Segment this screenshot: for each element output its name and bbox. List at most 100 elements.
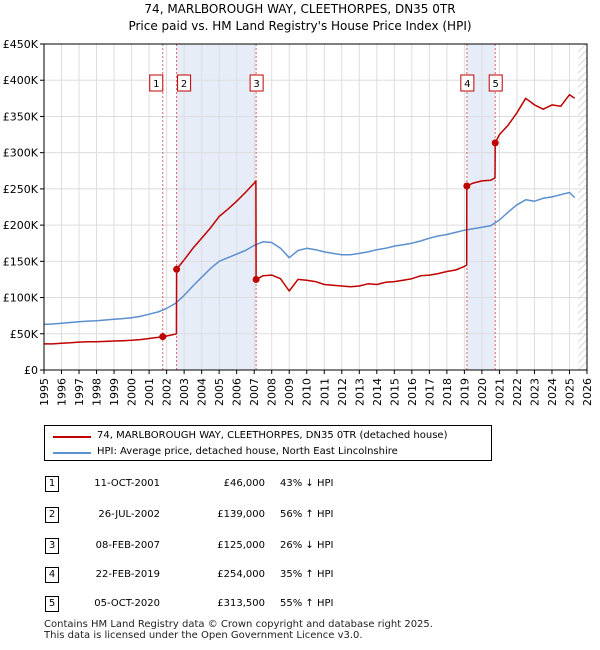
x-tick-label: 1998 <box>91 378 104 406</box>
x-tick-label: 2015 <box>388 378 401 406</box>
footer-license: This data is licensed under the Open Gov… <box>44 630 363 641</box>
sale-label: 4 <box>464 79 470 90</box>
transaction-date: 26-JUL-2002 <box>98 509 160 520</box>
x-tick-label: 2019 <box>458 378 471 406</box>
sale-label-border <box>149 74 164 92</box>
transaction-date: 08-FEB-2007 <box>95 540 160 551</box>
transaction-price: £313,500 <box>217 598 265 609</box>
transaction-hpi: 26% ↓ HPI <box>280 540 334 551</box>
x-tick-label: 2012 <box>336 378 349 406</box>
x-tick-label: 2020 <box>476 378 489 406</box>
x-tick-label: 2006 <box>231 378 244 406</box>
legend-price-swatch <box>53 436 91 438</box>
transaction-price: £254,000 <box>217 569 265 580</box>
y-tick-label: £400K <box>3 74 39 87</box>
transaction-price: £46,000 <box>223 478 265 489</box>
x-tick-label: 2010 <box>301 378 314 406</box>
transaction-hpi: 43% ↓ HPI <box>280 478 334 489</box>
y-tick-label: £200K <box>3 219 39 232</box>
table-row: 4 22-FEB-2019 £254,000 35% ↑ HPI <box>0 567 600 587</box>
sale-label-box: 5 <box>488 74 503 92</box>
sale-label-box: 3 <box>249 74 264 92</box>
chart-legend: 74, MARLBOROUGH WAY, CLEETHORPES, DN35 0… <box>44 425 492 461</box>
x-tick-label: 2017 <box>423 378 436 406</box>
sale-point <box>463 182 471 190</box>
sale-point <box>491 139 499 147</box>
transaction-number: 3 <box>45 538 59 554</box>
sale-label: 1 <box>153 79 159 90</box>
transaction-number: 5 <box>45 596 59 612</box>
x-tick-label: 2009 <box>283 378 296 406</box>
sale-point <box>252 275 260 283</box>
table-row: 5 05-OCT-2020 £313,500 55% ↑ HPI <box>0 596 600 616</box>
sale-label: 5 <box>493 79 499 90</box>
table-row: 1 11-OCT-2001 £46,000 43% ↓ HPI <box>0 476 600 496</box>
transaction-price: £139,000 <box>217 509 265 520</box>
y-tick-label: £150K <box>3 255 39 268</box>
transaction-hpi: 56% ↑ HPI <box>280 509 334 520</box>
transaction-hpi: 35% ↑ HPI <box>280 569 334 580</box>
sale-point <box>159 333 167 341</box>
table-row: 3 08-FEB-2007 £125,000 26% ↓ HPI <box>0 538 600 558</box>
x-tick-label: 2021 <box>493 378 506 406</box>
sale-label-box: 1 <box>149 74 164 92</box>
x-tick-label: 2025 <box>563 378 576 406</box>
chart-subtitle: Price paid vs. HM Land Registry's House … <box>128 19 472 33</box>
transaction-price: £125,000 <box>217 540 265 551</box>
x-tick-label: 2007 <box>248 378 261 406</box>
hpi-line <box>43 191 576 326</box>
x-tick-label: 2016 <box>406 378 419 406</box>
footer-copyright: Contains HM Land Registry data © Crown c… <box>44 619 433 630</box>
sale-label-box: 2 <box>177 74 192 92</box>
x-tick-label: 2008 <box>266 378 279 406</box>
table-row: 2 26-JUL-2002 £139,000 56% ↑ HPI <box>0 507 600 527</box>
sale-label-border <box>460 74 475 92</box>
sale-label: 3 <box>253 79 259 90</box>
x-tick-label: 1995 <box>38 378 51 406</box>
chart-title: 74, MARLBOROUGH WAY, CLEETHORPES, DN35 0… <box>144 2 456 16</box>
transaction-date: 11-OCT-2001 <box>94 478 160 489</box>
sale-label-border <box>249 74 264 92</box>
transaction-hpi: 55% ↑ HPI <box>280 598 334 609</box>
x-tick-label: 2000 <box>126 378 139 406</box>
y-tick-label: £100K <box>3 292 39 305</box>
shaded-period <box>466 44 496 370</box>
price-line <box>44 93 576 345</box>
x-tick-label: 2004 <box>196 378 209 406</box>
transaction-number: 4 <box>45 567 59 583</box>
y-tick-label: £250K <box>3 183 39 196</box>
y-tick-label: £300K <box>3 147 39 160</box>
y-tick-label: £450K <box>3 38 39 51</box>
y-tick-label: £50K <box>10 328 39 341</box>
y-tick-label: £350K <box>3 110 39 123</box>
x-tick-label: 2024 <box>546 378 559 406</box>
transaction-number: 2 <box>45 507 59 523</box>
transaction-number: 1 <box>45 476 59 492</box>
hatched-region <box>578 44 587 370</box>
legend-price-label: 74, MARLBOROUGH WAY, CLEETHORPES, DN35 0… <box>97 430 448 441</box>
sale-label: 2 <box>181 79 187 90</box>
sale-label-border <box>177 74 192 92</box>
x-tick-label: 2026 <box>581 378 594 406</box>
x-tick-label: 2003 <box>178 378 191 406</box>
legend-hpi-label: HPI: Average price, detached house, Nort… <box>97 446 398 457</box>
x-tick-label: 2005 <box>213 378 226 406</box>
sale-label-border <box>488 74 503 92</box>
x-tick-label: 2023 <box>528 378 541 406</box>
y-tick-label: £0 <box>24 364 38 377</box>
transaction-date: 05-OCT-2020 <box>94 598 160 609</box>
shaded-period <box>176 44 257 370</box>
x-tick-label: 2002 <box>161 378 174 406</box>
price-chart: 1 2 3 4 5 £0 £50K £100K £150K £200K £250K £300K £35… <box>3 38 594 406</box>
x-tick-label: 2001 <box>143 378 156 406</box>
x-tick-label: 2014 <box>371 378 384 406</box>
transaction-date: 22-FEB-2019 <box>95 569 160 580</box>
x-tick-label: 1999 <box>108 378 121 406</box>
x-tick-label: 2022 <box>511 378 524 406</box>
x-tick-label: 2018 <box>441 378 454 406</box>
plot-frame <box>43 43 588 371</box>
x-tick-label: 2013 <box>353 378 366 406</box>
sale-label-box: 4 <box>460 74 475 92</box>
sale-point <box>173 265 181 273</box>
x-tick-label: 1996 <box>56 378 69 406</box>
